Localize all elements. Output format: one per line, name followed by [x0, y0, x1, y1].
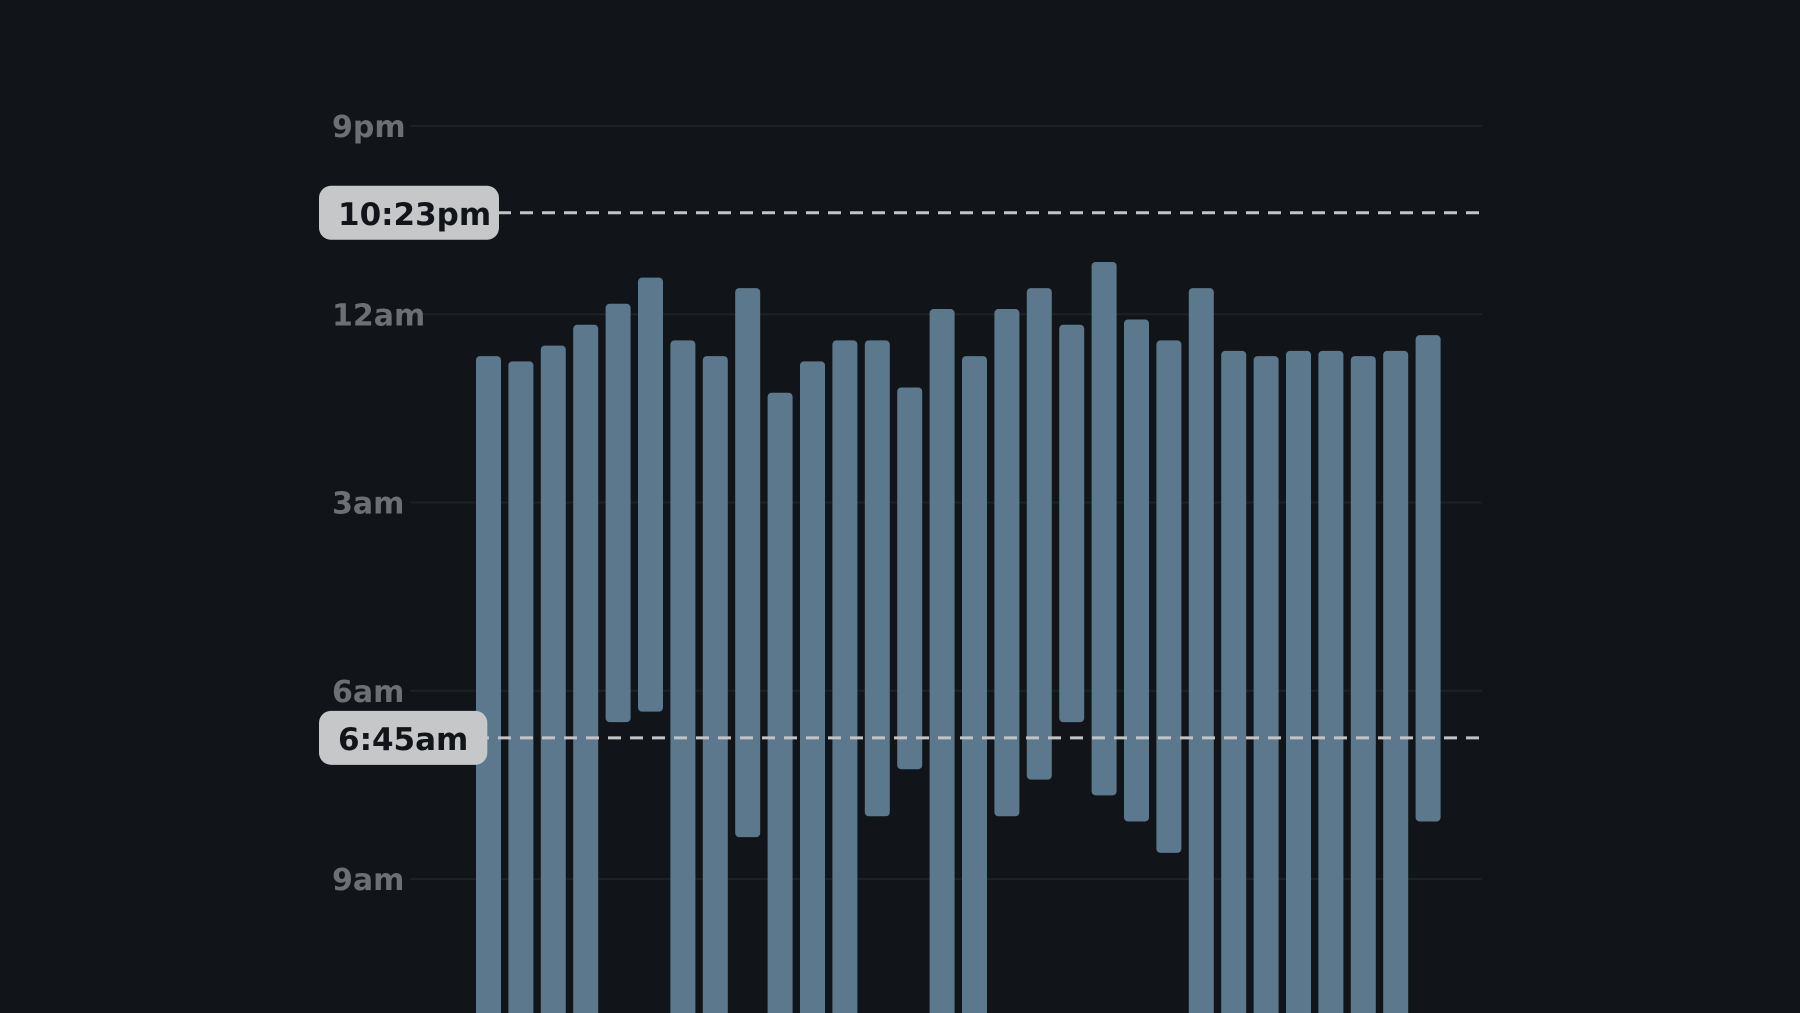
sleep-bar: [897, 387, 923, 770]
reference-marker-badge: [319, 710, 488, 765]
y-tick-label: 6am: [332, 675, 404, 710]
sleep-bar: [962, 356, 987, 1013]
reference-markers: 10:23pm 6:45am: [319, 185, 499, 765]
sleep-bar: [1286, 350, 1311, 1013]
sleep-bar: [638, 277, 663, 712]
sleep-bar: [573, 324, 599, 1013]
sleep-bar: [800, 361, 825, 1013]
sleep-bar: [735, 288, 761, 838]
reference-marker-label: 6:45am: [338, 722, 468, 758]
sleep-bar: [540, 345, 566, 1013]
sleep-bar: [1091, 261, 1117, 796]
sleep-bar: [1383, 350, 1409, 1013]
reference-lines: [410, 211, 1482, 740]
reference-marker-label: 10:23pm: [338, 197, 491, 233]
reference-marker-badge: [319, 185, 499, 240]
sleep-bar: [1156, 340, 1182, 853]
sleep-bar: [1059, 324, 1085, 723]
y-tick-label: 9am: [332, 863, 404, 898]
sleep-bar: [994, 309, 1020, 817]
sleep-bar: [767, 392, 793, 1013]
y-tick-label: 9pm: [332, 110, 406, 145]
sleep-bar: [508, 361, 534, 1013]
sleep-bar: [1318, 350, 1344, 1013]
sleep-bar: [670, 340, 696, 1013]
sleep-bar: [1221, 350, 1247, 1013]
sleep-bar: [864, 340, 890, 817]
sleep-bar: [605, 303, 631, 723]
sleep-bars: [476, 261, 1441, 1013]
sleep-bar: [832, 340, 858, 1013]
sleep-bar: [702, 356, 728, 1013]
reference-marker: 6:45am: [319, 710, 488, 765]
sleep-bar: [1253, 356, 1279, 1013]
reference-marker: 10:23pm: [319, 185, 499, 240]
y-tick-label: 3am: [332, 487, 404, 522]
sleep-bar: [1026, 288, 1052, 780]
sleep-bar: [1188, 288, 1214, 1013]
sleep-bar: [1415, 335, 1441, 822]
sleep-bar: [476, 356, 501, 1013]
sleep-bar: [1350, 356, 1376, 1013]
y-tick-label: 12am: [332, 298, 425, 333]
sleep-bar: [929, 309, 955, 1013]
sleep-bar: [1124, 319, 1149, 822]
y-axis-tick-labels: 9pm 12am 3am 6am 9am: [332, 110, 425, 898]
